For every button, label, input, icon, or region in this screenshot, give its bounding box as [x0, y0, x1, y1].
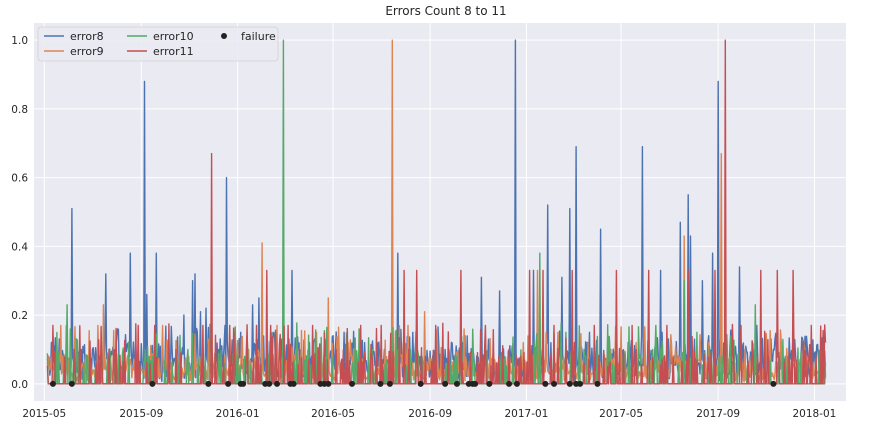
failure-marker — [486, 380, 493, 387]
series-line-error11 — [46, 39, 827, 385]
failure-marker — [542, 380, 549, 387]
failure-marker — [386, 380, 393, 387]
x-tick-label: 2017-09 — [696, 408, 740, 420]
failure-marker — [551, 380, 558, 387]
grid-lines — [34, 23, 846, 401]
legend: error8 error9 error10 error11 failure — [37, 26, 279, 62]
failure-marker — [149, 380, 156, 387]
x-tick-label: 2016-01 — [216, 408, 260, 420]
x-tick-label: 2015-05 — [22, 408, 66, 420]
series-lines — [46, 39, 827, 385]
failure-marker — [417, 380, 424, 387]
failure-marker — [453, 380, 460, 387]
failure-marker — [205, 380, 212, 387]
failure-marker — [770, 380, 777, 387]
x-tick-label: 2016-09 — [408, 408, 452, 420]
failure-marker — [274, 380, 281, 387]
y-tick-label: 0.4 — [11, 241, 28, 253]
y-tick-label: 0.6 — [11, 173, 28, 185]
legend-marker-failure — [221, 33, 227, 39]
failure-marker — [472, 380, 479, 387]
failure-marker — [325, 380, 332, 387]
failure-marker — [506, 380, 513, 387]
chart-title: Errors Count 8 to 11 — [385, 4, 506, 18]
y-tick-label: 0.0 — [11, 379, 28, 391]
failure-marker — [377, 380, 384, 387]
failure-marker — [290, 380, 297, 387]
failure-marker — [594, 380, 601, 387]
failure-marker — [577, 380, 584, 387]
failure-marker — [225, 380, 232, 387]
legend-label-failure: failure — [241, 30, 276, 43]
y-axis-ticks: 0.0 0.2 0.4 0.6 0.8 1.0 — [11, 35, 28, 391]
failure-marker — [442, 380, 449, 387]
legend-label-error8: error8 — [70, 30, 104, 43]
failure-marker — [566, 380, 573, 387]
x-tick-label: 2015-09 — [119, 408, 163, 420]
y-tick-label: 0.8 — [11, 104, 28, 116]
x-tick-label: 2016-05 — [311, 408, 355, 420]
x-tick-label: 2017-01 — [504, 408, 548, 420]
x-tick-label: 2018-01 — [792, 408, 836, 420]
x-tick-label: 2017-05 — [599, 408, 643, 420]
legend-label-error11: error11 — [153, 45, 194, 58]
failure-marker — [68, 380, 75, 387]
failure-marker — [49, 380, 56, 387]
legend-label-error9: error9 — [70, 45, 104, 58]
legend-label-error10: error10 — [153, 30, 194, 43]
legend-box — [37, 26, 279, 62]
x-axis-ticks: 2015-05 2015-09 2016-01 2016-05 2016-09 2017-… — [22, 408, 836, 420]
y-tick-label: 0.2 — [11, 310, 28, 322]
y-tick-label: 1.0 — [11, 35, 28, 47]
failure-marker — [513, 380, 520, 387]
failure-markers — [49, 380, 777, 387]
failure-marker — [266, 380, 273, 387]
failure-marker — [240, 380, 247, 387]
failure-marker — [349, 380, 356, 387]
